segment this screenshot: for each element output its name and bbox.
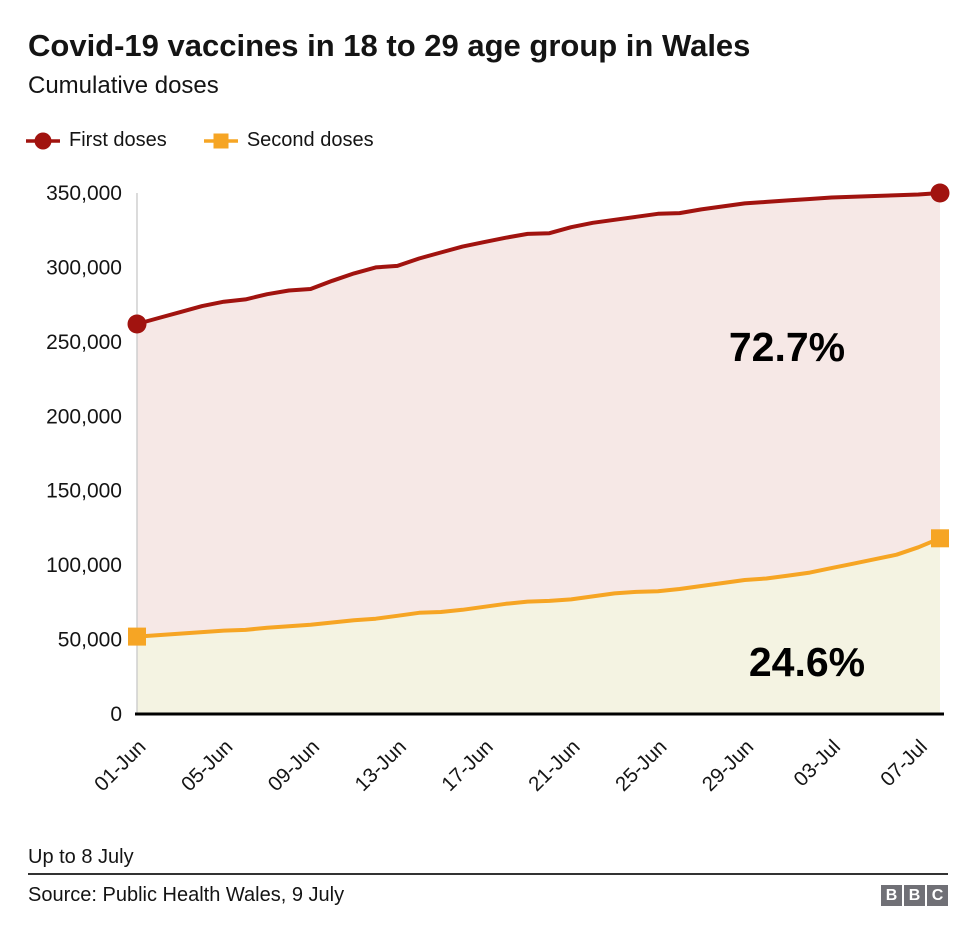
marker-second-doses: [128, 627, 146, 646]
footer-divider: [28, 873, 948, 875]
y-tick-label: 100,000: [46, 554, 122, 577]
footnote: Up to 8 July: [28, 846, 134, 868]
x-tick-label: 21-Jun: [524, 735, 585, 796]
legend-label: Second doses: [246, 129, 374, 151]
x-tick-label: 03-Jul: [789, 735, 845, 791]
bbc-logo-letter: C: [927, 885, 948, 906]
x-tick-label: 09-Jun: [264, 735, 325, 796]
marker-second-doses: [931, 529, 949, 548]
y-tick-label: 0: [110, 703, 122, 726]
legend: First doses Second doses: [25, 129, 374, 152]
x-tick-label: 25-Jun: [611, 735, 672, 796]
x-tick-label: 29-Jun: [698, 735, 759, 796]
bbc-logo-letter: B: [881, 885, 902, 906]
source-text: Source: Public Health Wales, 9 July: [28, 884, 345, 906]
chart-area: 0 50,000 100,000 150,000 200,000 250,000 300,0…: [0, 170, 976, 830]
y-tick-label: 50,000: [58, 629, 122, 652]
y-tick-label: 300,000: [46, 256, 122, 279]
second-doses-square-marker-icon: [203, 133, 238, 148]
marker-first-doses: [127, 314, 147, 334]
y-tick-label: 250,000: [46, 331, 122, 354]
y-tick-label: 350,000: [46, 182, 122, 205]
page-subtitle: Cumulative doses: [28, 72, 219, 99]
chart-svg: 0 50,000 100,000 150,000 200,000 250,000 300,0…: [46, 182, 950, 796]
x-tick-label: 13-Jun: [350, 735, 411, 796]
x-tick-label: 07-Jul: [876, 735, 932, 791]
legend-label: First doses: [69, 129, 167, 151]
legend-item-second-doses: Second doses: [203, 129, 374, 152]
x-tick-label: 01-Jun: [90, 735, 151, 796]
legend-item-first-doses: First doses: [25, 129, 167, 152]
y-tick-label: 200,000: [46, 405, 122, 428]
x-tick-label: 17-Jun: [437, 735, 498, 796]
x-tick-label: 05-Jun: [177, 735, 238, 796]
marker-first-doses: [930, 183, 950, 203]
first-doses-circle-marker-icon: [26, 132, 60, 149]
page-title: Covid-19 vaccines in 18 to 29 age group …: [28, 28, 751, 63]
line-first-doses: [136, 191, 941, 326]
annotation-first-doses-pct: 72.7%: [729, 324, 845, 370]
bbc-logo-letter: B: [904, 885, 925, 906]
line-second-doses: [136, 536, 941, 639]
annotation-second-doses-pct: 24.6%: [749, 639, 865, 685]
y-tick-label: 150,000: [46, 480, 122, 503]
